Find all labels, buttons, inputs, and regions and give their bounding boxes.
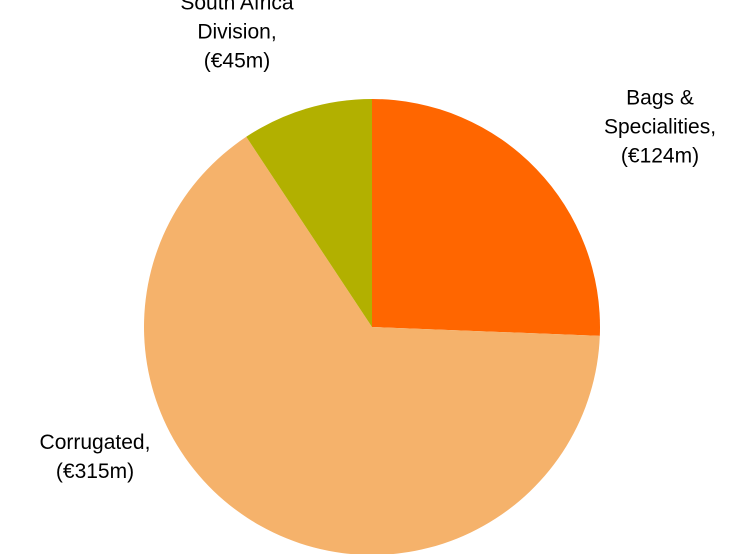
pie-labels: Bags & Specialities, (€124m) Corrugated, (€3… (40, 0, 716, 483)
pie-label-1: Corrugated, (€315m) (40, 431, 151, 483)
pie-slice-2 (246, 98, 372, 327)
pie-slice-0 (372, 99, 601, 336)
pie-slices (144, 98, 601, 555)
pie-label-line: Corrugated, (40, 431, 151, 454)
pie-label-2: South Africa Division, (€45m) (180, 0, 294, 73)
pie-label-line: (€124m) (621, 145, 699, 168)
pie-slice-1 (144, 136, 600, 555)
pie-label-line: South Africa (180, 0, 294, 15)
pie-label-line: Division, (197, 21, 276, 44)
pie-label-0: Bags & Specialities, (€124m) (604, 87, 716, 168)
pie-label-line: Specialities, (604, 116, 716, 139)
pie-label-line: Bags & (626, 87, 694, 110)
pie-label-line: (€45m) (204, 50, 271, 73)
pie-label-line: (€315m) (56, 460, 134, 483)
